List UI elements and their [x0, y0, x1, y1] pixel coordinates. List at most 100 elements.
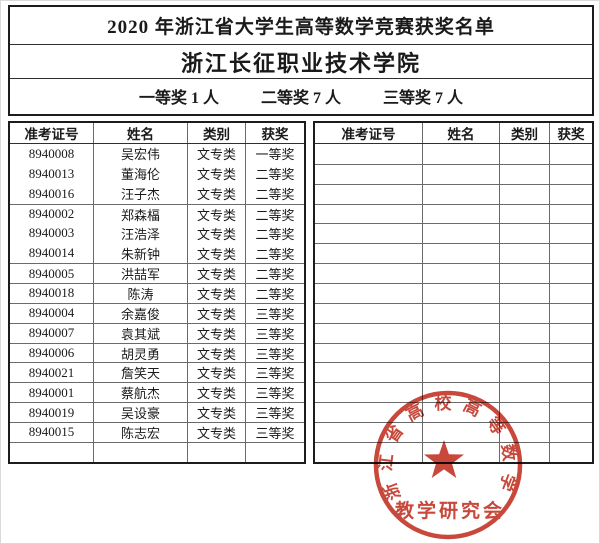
table-cell — [315, 144, 423, 164]
table-cell — [550, 423, 592, 442]
table-cell: 文专类 — [188, 363, 246, 383]
table-row — [315, 362, 592, 383]
table-cell: 二等奖 — [255, 267, 295, 283]
column-header-exam-number: 准考证号 — [10, 123, 94, 143]
table-cell: 8940001 — [10, 383, 94, 403]
table-cell — [550, 224, 592, 243]
table-cell: 三等奖 — [255, 346, 295, 362]
table-cell — [246, 443, 304, 462]
table-cell — [315, 244, 423, 264]
table-cell — [423, 363, 500, 383]
table-cell: 一等奖 — [255, 147, 295, 163]
table-cell: 三等奖 — [255, 406, 295, 422]
table-body-left: 8940008 吴宏伟 文专类 一等奖 8940013 董海伦 文专类 二等奖 8940016 汪… — [10, 144, 304, 462]
table-row: 8940021 詹笑天 文专类 三等奖 — [10, 362, 304, 383]
table-row — [315, 422, 592, 442]
table-cell: 二等奖 — [255, 246, 295, 262]
table-cell: 蔡航杰 — [94, 383, 188, 403]
table-cell — [500, 442, 550, 462]
table-row: 8940001 蔡航杰 文专类 三等奖 — [10, 382, 304, 403]
table-cell — [315, 403, 423, 423]
table-cell — [500, 204, 550, 224]
table-cell: 文专类 — [188, 423, 246, 442]
table-cell: 文专类 — [188, 323, 246, 343]
table-cell: 汪浩泽 — [94, 223, 188, 244]
column-header-award: 获奖 — [557, 127, 585, 142]
table-cell: 8940016 — [10, 183, 94, 204]
stamp-bottom-text: 教学研究会 — [395, 499, 505, 522]
table-cell: 三等奖 — [255, 306, 295, 322]
table-cell: 文专类 — [188, 303, 246, 323]
table-cell — [315, 264, 423, 284]
summary-first-prize: 一等奖 1 人 — [138, 89, 219, 107]
table-cell — [550, 304, 592, 323]
table-cell — [500, 264, 550, 284]
table-header-left: 准考证号 姓名 类别 获奖 — [10, 123, 304, 144]
svg-text:浙江省高校高等数学: 浙江省高校高等数学 — [376, 393, 521, 503]
table-row — [315, 183, 592, 204]
official-stamp: 浙江省高校高等数学 教学研究会 — [373, 390, 523, 540]
table-cell — [500, 164, 550, 184]
table-cell — [500, 363, 550, 383]
table-cell: 陈涛 — [94, 284, 188, 303]
table-row: 8940015 陈志宏 文专类 三等奖 — [10, 422, 304, 442]
table-cell: 吴宏伟 — [94, 144, 188, 164]
table-cell — [550, 344, 592, 363]
award-summary: 一等奖 1 人 二等奖 7 人 三等奖 7 人 — [10, 79, 592, 112]
table-row — [315, 322, 592, 343]
header-block: 2020 年浙江省大学生高等数学竞赛获奖名单 浙江长征职业技术学院 一等奖 1 … — [8, 5, 594, 116]
table-cell — [500, 303, 550, 323]
table-cell: 文专类 — [188, 204, 246, 224]
table-cell: 文专类 — [188, 383, 246, 403]
table-cell — [315, 363, 423, 383]
table-cell — [500, 423, 550, 442]
table-cell: 董海伦 — [94, 163, 188, 184]
table-cell — [188, 442, 246, 462]
table-cell: 8940019 — [10, 403, 94, 423]
table-cell — [315, 343, 423, 363]
table-cell — [500, 383, 550, 403]
table-cell — [315, 303, 423, 323]
table-cell — [500, 224, 550, 244]
table-cell — [423, 164, 500, 184]
table-cell — [423, 244, 500, 264]
table-cell: 二等奖 — [255, 207, 295, 223]
column-header-exam-number: 准考证号 — [315, 123, 423, 143]
table-cell: 郑森楅 — [94, 204, 188, 224]
table-row: 8940003 汪浩泽 文专类 二等奖 — [10, 223, 304, 244]
table-cell — [550, 363, 592, 382]
table-row — [315, 441, 592, 462]
table-cell — [423, 264, 500, 284]
table-cell — [423, 144, 500, 164]
table-cell — [550, 324, 592, 343]
table-cell — [550, 244, 592, 263]
table-cell — [94, 442, 188, 462]
table-cell: 余嘉俊 — [94, 303, 188, 323]
table-cell: 文专类 — [188, 243, 246, 264]
table-cell: 8940021 — [10, 363, 94, 383]
table-cell — [423, 303, 500, 323]
table-cell — [423, 383, 500, 403]
table-cell — [500, 284, 550, 303]
table-cell — [550, 403, 592, 422]
table-row: 8940018 陈涛 文专类 二等奖 — [10, 283, 304, 303]
table-cell — [315, 383, 423, 403]
table-row: 8940004 余嘉俊 文专类 三等奖 — [10, 302, 304, 323]
table-cell — [500, 343, 550, 363]
table-cell: 文专类 — [188, 163, 246, 184]
table-row — [315, 163, 592, 184]
table-cell: 文专类 — [188, 144, 246, 164]
table-cell: 三等奖 — [255, 386, 295, 402]
table-cell: 8940018 — [10, 284, 94, 303]
table-cell: 吴设豪 — [94, 403, 188, 423]
stamp-arc-text: 浙江省高校高等数学 — [376, 393, 511, 503]
table-cell — [423, 224, 500, 244]
table-cell — [10, 442, 94, 462]
table-cell — [550, 264, 592, 283]
table-row — [315, 223, 592, 244]
table-row — [315, 382, 592, 403]
table-cell — [550, 284, 592, 303]
table-row: 8940014 朱新钟 文专类 二等奖 — [10, 243, 304, 264]
table-cell: 文专类 — [188, 223, 246, 244]
